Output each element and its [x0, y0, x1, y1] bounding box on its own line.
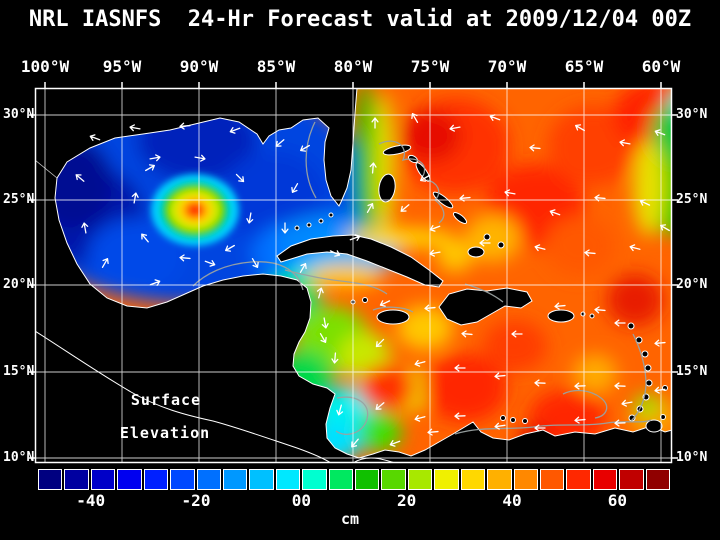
island-bahamas — [452, 212, 468, 224]
colorbar-tick-label: 60 — [607, 491, 627, 510]
colorbar-tick-label: 00 — [291, 491, 311, 510]
island-small — [483, 233, 491, 241]
colorbar-cell — [566, 469, 591, 490]
island-bahamas — [382, 144, 412, 156]
colorbar-cell — [90, 469, 116, 490]
lat-tick-label: 10°N — [3, 450, 35, 465]
lon-tick-label: 100°W — [20, 57, 70, 76]
island-jamaica — [376, 309, 410, 325]
lat-tick-label: 25°N — [676, 192, 708, 207]
colorbar-cell — [381, 469, 406, 490]
colorbar-tick-label: 20 — [397, 491, 417, 510]
colorbar-cell — [513, 469, 539, 490]
lat-tick-label: 25°N — [3, 192, 35, 207]
axis-ticks — [29, 82, 678, 459]
map-area — [29, 82, 678, 464]
colorbar-tick-label: -20 — [181, 491, 211, 510]
colorbar-cell — [592, 469, 618, 490]
land-north-central-america — [35, 88, 672, 463]
colorbar-cell — [619, 469, 644, 490]
lon-tick-label: 70°W — [487, 57, 527, 76]
map-frame — [34, 87, 673, 464]
lon-tick-label: 80°W — [333, 57, 373, 76]
colorbar-tick-label: -40 — [76, 491, 106, 510]
colorbar-cell — [38, 469, 63, 490]
island-cuba — [276, 234, 444, 288]
colorbar-tick-label: 40 — [502, 491, 522, 510]
lat-tick-label: 10°N — [676, 450, 708, 465]
colorbar-cell — [407, 469, 433, 490]
island-small — [510, 417, 516, 423]
lat-tick-label: 20°N — [3, 277, 35, 292]
colorbar-cell — [222, 469, 248, 490]
island-small — [589, 313, 595, 319]
grid-lines — [35, 88, 672, 463]
title: NRL IASNFS 24-Hr Forecast valid at 2009/… — [28, 7, 692, 32]
colorbar-cell — [460, 469, 486, 490]
map-layers — [35, 88, 672, 463]
island-small — [641, 350, 649, 358]
colorbar-cell — [487, 469, 512, 490]
land-masses — [35, 88, 672, 463]
island-small — [628, 414, 636, 422]
colorbar-cell — [434, 469, 459, 490]
lon-tick-label: 75°W — [410, 57, 450, 76]
island-bahamas — [378, 173, 396, 203]
current-vectors — [75, 113, 670, 448]
island-trinidad — [645, 419, 663, 433]
lat-tick-label: 15°N — [3, 364, 35, 379]
colorbar-cell — [64, 469, 89, 490]
warm-eddy — [151, 174, 239, 246]
forecast-map — [29, 82, 678, 464]
island-small — [644, 364, 652, 372]
island-small — [318, 218, 324, 224]
lat-tick-label: 20°N — [676, 277, 708, 292]
island-small — [627, 322, 635, 330]
island-small — [294, 225, 300, 231]
colorbar-cell — [328, 469, 354, 490]
island-puerto-rico — [547, 309, 575, 323]
island-small — [645, 379, 653, 387]
colorbar-cell — [170, 469, 195, 490]
lat-tick-label: 15°N — [676, 364, 708, 379]
colorbar-cell — [143, 469, 169, 490]
lon-tick-label: 90°W — [179, 57, 219, 76]
island-bahamas — [467, 246, 485, 258]
lat-tick-label: 30°N — [676, 107, 708, 122]
map-annotation-line1: Surface — [130, 391, 202, 409]
colorbar-cell — [196, 469, 221, 490]
island-small — [328, 212, 334, 218]
island-small — [306, 222, 312, 228]
lat-tick-label: 30°N — [3, 107, 35, 122]
lon-tick-label: 60°W — [641, 57, 681, 76]
lon-tick-label: 95°W — [102, 57, 142, 76]
island-small — [522, 418, 528, 424]
colorbar-cell — [302, 469, 327, 490]
colorbar-cell — [355, 469, 380, 490]
colorbar-cell — [540, 469, 565, 490]
colorbar-cell — [117, 469, 142, 490]
colorbar-unit: cm — [340, 510, 360, 528]
colorbar — [38, 469, 671, 490]
island-small — [362, 297, 368, 303]
island-small — [660, 414, 666, 420]
lon-tick-label: 85°W — [256, 57, 296, 76]
lon-tick-label: 65°W — [564, 57, 604, 76]
colorbar-cell — [645, 469, 671, 490]
island-small — [497, 241, 505, 249]
colorbar-cell — [275, 469, 301, 490]
island-hispaniola — [438, 287, 533, 326]
map-annotation-line2: Elevation — [119, 424, 211, 442]
border-line — [35, 159, 58, 179]
island-small — [500, 415, 506, 421]
colorbar-cell — [249, 469, 274, 490]
